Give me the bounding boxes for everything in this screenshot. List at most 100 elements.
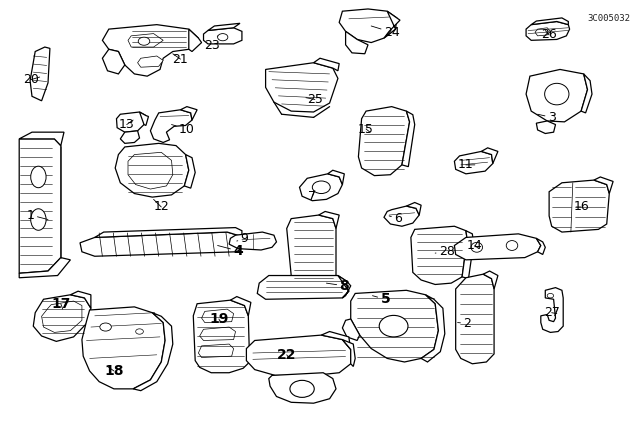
- Polygon shape: [287, 215, 336, 284]
- Polygon shape: [257, 276, 349, 299]
- Ellipse shape: [31, 209, 46, 230]
- Polygon shape: [204, 28, 242, 44]
- Polygon shape: [300, 174, 342, 201]
- Text: 25: 25: [306, 93, 323, 106]
- Polygon shape: [406, 202, 421, 215]
- Text: 27: 27: [544, 306, 559, 319]
- Text: 3: 3: [538, 111, 556, 124]
- Polygon shape: [384, 11, 400, 38]
- Polygon shape: [536, 238, 545, 254]
- Ellipse shape: [380, 315, 408, 337]
- Polygon shape: [70, 291, 91, 308]
- Text: 8: 8: [326, 279, 349, 293]
- Polygon shape: [549, 180, 609, 232]
- Polygon shape: [19, 139, 61, 273]
- Text: 18: 18: [104, 364, 124, 378]
- Ellipse shape: [31, 166, 46, 188]
- Polygon shape: [483, 271, 498, 289]
- Polygon shape: [115, 143, 189, 197]
- Polygon shape: [128, 34, 163, 47]
- Polygon shape: [594, 177, 613, 194]
- Text: 24: 24: [371, 26, 399, 39]
- Polygon shape: [150, 110, 192, 142]
- Polygon shape: [82, 307, 165, 389]
- Text: 13: 13: [119, 118, 134, 131]
- Polygon shape: [526, 69, 588, 122]
- Text: 28: 28: [435, 245, 454, 258]
- Text: 23: 23: [205, 36, 220, 52]
- Polygon shape: [411, 226, 467, 284]
- Ellipse shape: [290, 380, 314, 397]
- Polygon shape: [346, 31, 368, 54]
- Text: 11: 11: [458, 158, 475, 172]
- Polygon shape: [351, 290, 438, 362]
- Ellipse shape: [136, 329, 143, 334]
- Polygon shape: [30, 47, 50, 101]
- Polygon shape: [140, 112, 148, 125]
- Text: 6: 6: [389, 212, 402, 225]
- Text: 7: 7: [308, 190, 316, 203]
- Text: 5: 5: [372, 292, 390, 306]
- Text: 19: 19: [209, 312, 228, 326]
- Polygon shape: [202, 309, 234, 323]
- Polygon shape: [200, 327, 236, 340]
- Text: 20: 20: [23, 73, 40, 86]
- Polygon shape: [80, 232, 244, 256]
- Polygon shape: [421, 295, 445, 362]
- Polygon shape: [462, 231, 474, 279]
- Polygon shape: [358, 107, 410, 176]
- Polygon shape: [180, 107, 197, 120]
- Text: 15: 15: [358, 122, 374, 136]
- Polygon shape: [133, 313, 173, 391]
- Ellipse shape: [218, 34, 228, 41]
- Ellipse shape: [471, 242, 483, 252]
- Polygon shape: [319, 211, 339, 228]
- Polygon shape: [481, 148, 498, 164]
- Text: 2: 2: [458, 317, 471, 330]
- Polygon shape: [384, 206, 419, 226]
- Polygon shape: [342, 319, 360, 340]
- Polygon shape: [402, 111, 415, 167]
- Polygon shape: [269, 373, 336, 403]
- Ellipse shape: [138, 37, 150, 45]
- Text: 17: 17: [51, 297, 70, 311]
- Polygon shape: [536, 121, 556, 134]
- Polygon shape: [102, 49, 125, 74]
- Text: 3C005032: 3C005032: [588, 14, 630, 23]
- Polygon shape: [541, 288, 563, 332]
- Text: 1: 1: [27, 208, 48, 222]
- Text: 26: 26: [541, 28, 557, 42]
- Text: 14: 14: [467, 239, 483, 252]
- Polygon shape: [138, 56, 163, 67]
- Polygon shape: [339, 9, 397, 43]
- Text: 9: 9: [237, 232, 248, 246]
- Polygon shape: [526, 22, 570, 40]
- Polygon shape: [229, 232, 276, 250]
- Polygon shape: [531, 18, 568, 25]
- Polygon shape: [33, 295, 91, 341]
- Text: 22: 22: [277, 348, 296, 362]
- Polygon shape: [314, 58, 339, 71]
- Polygon shape: [230, 297, 251, 316]
- Ellipse shape: [312, 181, 330, 194]
- Ellipse shape: [545, 83, 569, 105]
- Polygon shape: [120, 131, 140, 143]
- Polygon shape: [266, 63, 338, 112]
- Polygon shape: [42, 301, 82, 332]
- Polygon shape: [193, 300, 250, 373]
- Ellipse shape: [506, 241, 518, 250]
- Polygon shape: [321, 332, 351, 349]
- Text: 12: 12: [154, 199, 169, 214]
- Polygon shape: [342, 340, 355, 366]
- Ellipse shape: [100, 323, 111, 331]
- Polygon shape: [189, 29, 202, 52]
- Polygon shape: [454, 151, 493, 174]
- Polygon shape: [95, 228, 242, 237]
- Polygon shape: [328, 170, 344, 185]
- Text: 21: 21: [173, 52, 188, 66]
- Ellipse shape: [547, 293, 554, 298]
- Polygon shape: [208, 23, 240, 30]
- Polygon shape: [535, 28, 550, 36]
- Polygon shape: [116, 112, 146, 132]
- Polygon shape: [581, 74, 592, 113]
